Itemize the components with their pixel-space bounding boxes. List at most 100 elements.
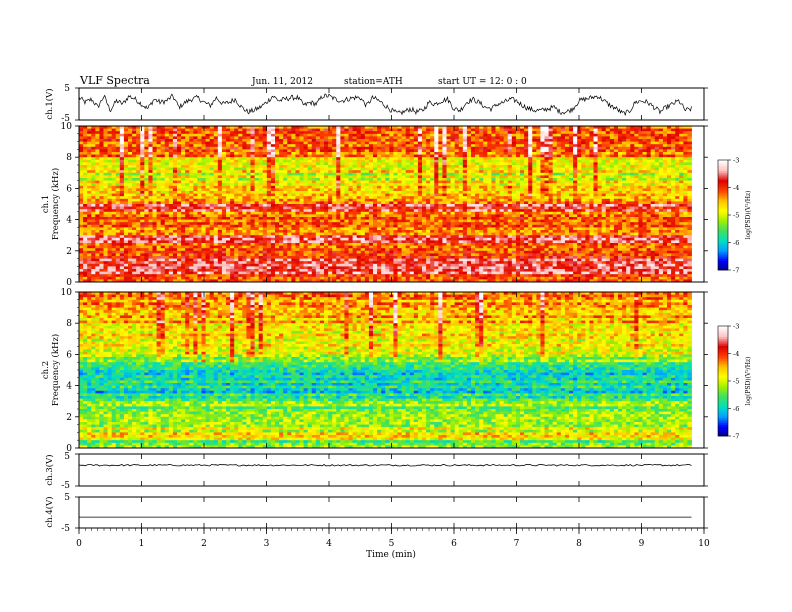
- spectrogram-cell: [650, 201, 656, 205]
- spectrogram-cell: [426, 126, 431, 129]
- spectrogram-cell: [511, 139, 517, 142]
- spectrogram-cell: [356, 204, 362, 207]
- spectrogram-cell: [128, 149, 133, 153]
- spectrogram-cell: [328, 209, 333, 213]
- spectrogram-cell: [609, 157, 615, 161]
- spectrogram-cell: [573, 175, 578, 179]
- spectrogram-cell: [495, 188, 500, 192]
- spectrogram-cell: [560, 172, 566, 176]
- spectrogram-cell: [348, 193, 353, 197]
- spectrogram-cell: [577, 136, 582, 140]
- spectrogram-cell: [642, 198, 647, 202]
- spectrogram-cell: [352, 149, 358, 153]
- spectrogram-cell: [156, 139, 162, 142]
- spectrogram-cell: [507, 188, 513, 192]
- spectrogram-cell: [230, 128, 235, 132]
- spectrogram-cell: [662, 126, 668, 129]
- spectrogram-cell: [209, 144, 215, 148]
- spectrogram-cell: [185, 183, 190, 187]
- spectrogram-cell: [426, 183, 431, 187]
- spectrogram-cell: [642, 133, 647, 137]
- spectrogram-cell: [466, 170, 472, 174]
- spectrogram-cell: [364, 180, 370, 184]
- spectrogram-cell: [221, 141, 227, 145]
- spectrogram-cell: [413, 209, 419, 213]
- spectrogram-cell: [446, 139, 451, 142]
- spectrogram-cell: [524, 188, 529, 192]
- spectrogram-cell: [132, 193, 137, 197]
- spectrogram-cell: [311, 178, 317, 181]
- spectrogram-cell: [638, 157, 643, 161]
- spectrogram-cell: [499, 178, 505, 181]
- spectrogram-cell: [430, 175, 435, 179]
- spectrogram-cell: [360, 126, 366, 129]
- spectrogram-cell: [634, 157, 639, 161]
- spectrogram-cell: [622, 146, 627, 150]
- spectrogram-cell: [524, 175, 529, 179]
- spectrogram-cell: [442, 196, 447, 200]
- spectrogram-cell: [438, 157, 443, 161]
- spectrogram-cell: [344, 144, 349, 148]
- spectrogram-cell: [442, 209, 447, 213]
- spectrogram-cell: [601, 172, 607, 176]
- spectrogram-cell: [622, 128, 627, 132]
- spectrogram-cell: [364, 201, 370, 205]
- spectrogram-cell: [234, 131, 239, 135]
- spectrogram-cell: [397, 128, 402, 132]
- spectrogram-cell: [593, 149, 598, 153]
- spectrogram-cell: [279, 180, 284, 184]
- spectrogram-cell: [230, 126, 235, 129]
- spectrogram-cell: [226, 159, 231, 163]
- spectrogram-cell: [348, 133, 353, 137]
- spectrogram-cell: [585, 126, 590, 129]
- spectrogram-cell: [311, 149, 317, 153]
- spectrogram-cell: [270, 172, 276, 176]
- spectrogram-cell: [172, 152, 178, 155]
- spectrogram-cell: [507, 159, 513, 163]
- spectrogram-cell: [520, 201, 525, 205]
- spectrogram-cell: [197, 165, 202, 168]
- spectrogram-cell: [352, 183, 358, 187]
- spectrogram-cell: [238, 191, 243, 194]
- spectrogram-cell: [487, 165, 492, 168]
- spectrogram-cell: [356, 141, 362, 145]
- spectrogram-cell: [303, 170, 309, 174]
- spectrogram-cell: [405, 141, 411, 145]
- spectrogram-cell: [238, 162, 243, 166]
- spectrogram-cell: [242, 146, 247, 150]
- spectrogram-cell: [385, 146, 390, 150]
- spectrogram-cell: [466, 188, 472, 192]
- spectrogram-cell: [601, 144, 607, 148]
- spectrogram-cell: [303, 206, 309, 210]
- spectrogram-cell: [160, 149, 166, 153]
- spectrogram-cell: [446, 152, 451, 155]
- spectrogram-cell: [560, 165, 566, 168]
- spectrogram-cell: [573, 152, 578, 155]
- spectrogram-cell: [466, 152, 472, 155]
- spectrogram-cell: [283, 209, 288, 213]
- spectrogram-cell: [364, 126, 370, 129]
- spectrogram-cell: [471, 128, 476, 132]
- spectrogram-cell: [373, 167, 378, 171]
- spectrogram-cell: [79, 139, 84, 142]
- spectrogram-cell: [136, 162, 141, 166]
- spectrogram-cell: [434, 198, 439, 202]
- spectrogram-cell: [466, 131, 472, 135]
- spectrogram-cell: [368, 196, 374, 200]
- spectrogram-cell: [662, 167, 668, 171]
- spectrogram-cell: [520, 193, 525, 197]
- spectrogram-cell: [128, 154, 133, 158]
- spectrogram-cell: [201, 201, 206, 205]
- spectrogram-cell: [348, 170, 353, 174]
- spectrogram-cell: [201, 139, 206, 142]
- spectrogram-cell: [234, 188, 239, 192]
- spectrogram-cell: [356, 198, 362, 202]
- spectrogram-cell: [234, 185, 239, 189]
- spectrogram-cell: [634, 185, 639, 189]
- spectrogram-cell: [544, 172, 549, 176]
- spectrogram-cell: [213, 170, 219, 174]
- spectrogram-cell: [111, 185, 117, 189]
- spectrogram-cell: [266, 193, 272, 197]
- spectrogram-cell: [646, 152, 652, 155]
- spectrogram-cell: [213, 167, 219, 171]
